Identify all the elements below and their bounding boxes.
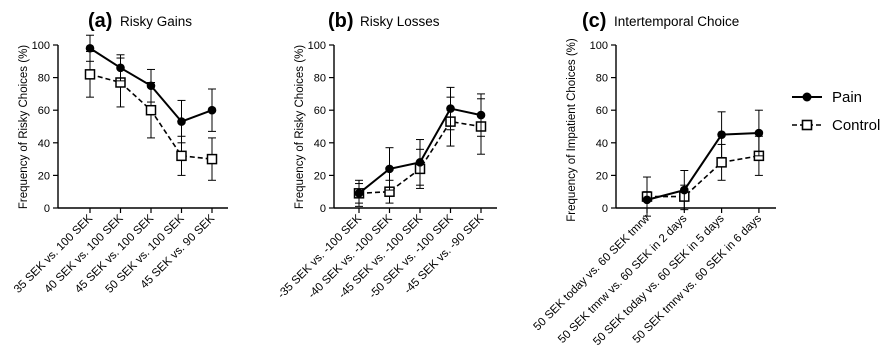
panel-b-pain-point — [354, 189, 364, 198]
panel-c-pain-point — [754, 128, 764, 138]
panel-b-y-axis-label: Frequency of Risky Choices (%) — [294, 45, 306, 209]
panel-b-title: Risky Losses — [360, 14, 440, 29]
panel-b-y-tick-label: 40 — [314, 138, 326, 150]
panel-c-y-tick-label: 60 — [596, 105, 608, 117]
panel-c-letter: (c) — [582, 10, 606, 32]
legend-pain-marker-icon — [802, 92, 812, 102]
panel-a-y-axis-label: Frequency of Risky Choices (%) — [18, 45, 30, 209]
panel-b-y-tick-label: 100 — [308, 40, 326, 52]
panel-c-title: Intertemporal Choice — [614, 14, 739, 29]
panel-c-y-tick-label: 0 — [602, 203, 608, 215]
panel-c-y-axis-label: Frequency of Impatient Choices (%) — [566, 38, 578, 222]
panel-c-y-tick-label: 20 — [596, 170, 608, 182]
panel-a-control-point — [206, 153, 218, 165]
panel-a-pain-point — [146, 81, 156, 91]
panel-a-y-tick-label: 40 — [38, 138, 50, 150]
panel-c-pain-point — [642, 195, 652, 205]
panel-c-control-line — [647, 155, 760, 198]
panel-c-control-point — [716, 157, 727, 168]
panel-b: (b) Risky Losses Frequency of Risky Choi… — [276, 10, 497, 301]
panel-b-letter: (b) — [328, 10, 354, 32]
panel-c-category-label: 50 SEK today vs. 60 SEK in 5 days — [591, 212, 727, 348]
panel-c-y-tick-label: 40 — [596, 138, 608, 150]
panel-b-pain-point — [446, 104, 455, 113]
panel-b-y-tick-label: 20 — [314, 170, 326, 182]
legend-control-marker-icon — [801, 119, 813, 131]
legend: Pain Control — [792, 89, 880, 134]
panel-a-y-tick-label: 20 — [38, 170, 50, 182]
panel-b-y-tick-label: 60 — [314, 105, 326, 117]
panel-c-pain-point — [680, 185, 689, 195]
panel-b-y-tick-label: 0 — [320, 203, 326, 215]
panel-c-y-tick-label: 100 — [590, 40, 608, 52]
legend-item-pain: Pain — [792, 89, 862, 106]
panel-c-pain-line — [646, 132, 759, 201]
panel-a-letter: (a) — [88, 10, 112, 32]
panel-a-pain-point — [85, 43, 95, 53]
panel-a: (a) Risky Gains Frequency of Risky Choic… — [12, 10, 228, 296]
legend-pain-label: Pain — [832, 89, 862, 106]
panel-c-y-tick-label: 80 — [596, 73, 608, 85]
panel-a-control-point — [176, 150, 187, 162]
panel-a-pain-point — [207, 105, 217, 115]
panel-a-y-tick-label: 80 — [38, 73, 50, 85]
panel-a-y-tick-label: 60 — [38, 105, 50, 117]
panel-b-pain-point — [415, 158, 425, 167]
panel-a-pain-point — [177, 117, 186, 126]
panel-b-y-tick-label: 80 — [314, 73, 326, 85]
panel-b-pain-point — [385, 164, 394, 174]
panel-a-y-tick-label: 100 — [32, 40, 50, 52]
panel-b-pain-point — [476, 110, 486, 120]
panel-a-y-tick-label: 0 — [44, 203, 50, 215]
legend-control-label: Control — [832, 117, 880, 134]
legend-item-control: Control — [792, 117, 880, 134]
panel-c-pain-point — [717, 130, 726, 139]
panel-a-pain-point — [116, 63, 125, 73]
panel-a-control-point — [145, 104, 157, 116]
panel-c: (c) Intertemporal Choice Frequency of Im… — [532, 10, 776, 348]
panel-a-title: Risky Gains — [120, 14, 192, 29]
panel-a-control-point — [84, 69, 96, 80]
